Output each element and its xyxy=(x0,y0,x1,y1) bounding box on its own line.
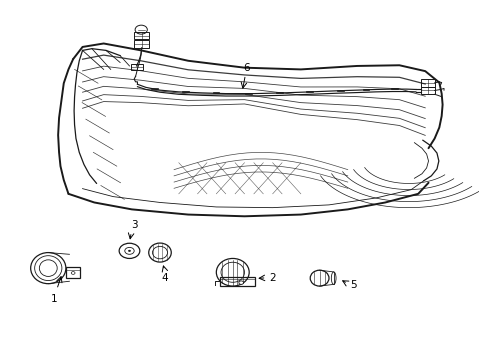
Bar xyxy=(219,278,254,286)
Text: 6: 6 xyxy=(243,63,250,73)
Text: 5: 5 xyxy=(349,280,356,291)
Text: 1: 1 xyxy=(50,294,57,304)
Bar xyxy=(131,64,142,70)
Bar xyxy=(420,87,434,94)
Bar xyxy=(134,40,149,48)
Bar xyxy=(66,267,80,278)
Bar xyxy=(420,79,434,87)
Circle shape xyxy=(71,271,75,274)
Circle shape xyxy=(128,250,131,252)
Text: 2: 2 xyxy=(269,273,275,283)
Circle shape xyxy=(238,281,243,284)
Bar xyxy=(134,32,149,39)
Text: 3: 3 xyxy=(131,220,137,230)
Text: 4: 4 xyxy=(161,273,168,283)
